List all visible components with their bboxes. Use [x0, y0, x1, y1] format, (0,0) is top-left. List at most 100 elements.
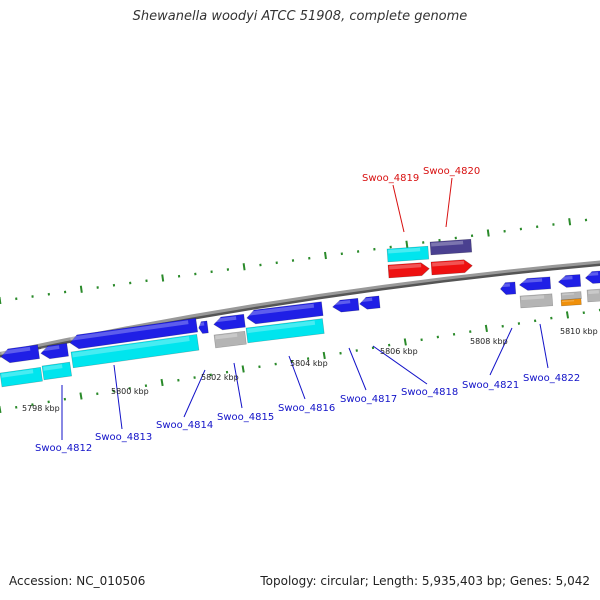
kbp-scale-labels: 5798 kbp 5800 kbp 5802 kbp 5804 kbp 5806 kbp… [22, 327, 598, 413]
outer-tick [79, 285, 83, 293]
inner-tick [355, 349, 358, 352]
leader-line [288, 355, 306, 400]
gene-4813b-blue [69, 317, 199, 350]
gene-4813a-blue [40, 342, 69, 360]
kbp-label: 5804 kbp [290, 359, 328, 368]
inner-tick [371, 346, 375, 350]
gene-4821b-blue [518, 276, 552, 291]
outer-tick [389, 245, 392, 249]
leader-line [113, 364, 123, 430]
outer-tick [454, 236, 457, 240]
outer-tick [177, 274, 181, 278]
kbp-label: 5806 kbp [380, 347, 418, 356]
inner-tick [160, 378, 164, 387]
gene-label[interactable]: Swoo_4820 [423, 166, 480, 177]
cog-4819-cyan-highlight [388, 247, 421, 254]
outer-tick [308, 256, 311, 260]
gene-4817-blue [332, 297, 360, 313]
inner-tick [452, 332, 456, 336]
inner-tick [128, 387, 131, 390]
cog-4816-cyan [245, 318, 325, 344]
cog-4812-cyan [0, 366, 43, 388]
outer-tick [15, 297, 18, 301]
gene-label[interactable]: Swoo_4822 [523, 373, 580, 384]
outer-tick [470, 234, 474, 238]
outer-tick [568, 218, 572, 226]
leader-line [539, 323, 549, 369]
outer-tick [405, 240, 409, 248]
gene-label[interactable]: Swoo_4816 [278, 403, 335, 414]
gene-features [0, 238, 600, 388]
gene-label[interactable]: Swoo_4814 [156, 420, 213, 431]
outer-tick-track [0, 218, 588, 305]
outer-tick [536, 225, 539, 229]
cog-4822a-gray [560, 291, 582, 301]
kbp-label: 5810 kbp [560, 327, 598, 336]
gene-4813b-blue-highlight [70, 320, 189, 341]
inner-tick [79, 392, 83, 400]
inner-tick [15, 405, 18, 409]
cog-4821-gray-highlight [521, 295, 545, 301]
gene-4817-blue-highlight [333, 300, 351, 306]
map-title: Shewanella woodyi ATCC 51908, complete g… [132, 9, 468, 24]
outer-tick [63, 290, 67, 294]
outer-tick [0, 296, 2, 305]
inner-tick [225, 370, 229, 374]
gene-4813a-blue-highlight [41, 345, 60, 352]
gene-label[interactable]: Swoo_4821 [462, 380, 519, 391]
inner-tick [0, 405, 2, 414]
outer-tick [275, 261, 278, 265]
outer-tick [194, 272, 197, 276]
outer-tick [242, 263, 246, 271]
inner-tick [533, 319, 537, 323]
gene-label[interactable]: Swoo_4813 [95, 432, 152, 443]
cog-4819-cyan [386, 245, 430, 263]
inner-tick [582, 311, 585, 315]
gene-4822b-blue-highlight [586, 272, 599, 277]
accession-text: Accession: NC_010506 [9, 574, 146, 588]
leader-line [183, 369, 206, 418]
inner-tick [31, 403, 34, 406]
inner-tick [177, 378, 180, 382]
gene-label[interactable]: Swoo_4817 [340, 394, 397, 405]
outer-tick [226, 268, 230, 271]
gene-4821a-blue [500, 281, 517, 295]
inner-tick [550, 316, 553, 320]
gene-4819-red [387, 262, 430, 279]
gene-label[interactable]: Swoo_4812 [35, 443, 92, 454]
inner-tick [193, 376, 196, 379]
outer-tick [112, 283, 116, 287]
leader-line [233, 362, 243, 409]
outer-tick [584, 218, 588, 222]
cog-4813b-cyan [70, 333, 200, 369]
inner-tick [469, 330, 472, 333]
cog-4815-gray [213, 330, 247, 349]
gene-4821a-blue-highlight [501, 283, 511, 288]
gene-label[interactable]: Swoo_4819 [362, 173, 419, 184]
gene-4816-blue-highlight [247, 303, 315, 316]
inner-tick [339, 351, 342, 355]
gene-label[interactable]: Swoo_4818 [401, 387, 458, 398]
outer-tick [552, 223, 555, 226]
gene-label[interactable]: Swoo_4815 [217, 412, 274, 423]
gene-4812-blue-highlight [1, 346, 31, 355]
leader-line [445, 177, 453, 228]
outer-tick [438, 238, 441, 242]
inner-tick [209, 373, 212, 377]
gene-4820-red [430, 259, 473, 276]
outer-tick [145, 279, 148, 283]
inner-tick [63, 397, 67, 401]
gene-4814-blue-highlight [199, 322, 205, 327]
leader-line [489, 327, 513, 376]
kbp-label: 5798 kbp [22, 404, 60, 413]
inner-tick [144, 384, 148, 388]
cog-4820-navy [429, 238, 473, 256]
inner-tick [241, 365, 245, 373]
gene-4818-blue [359, 295, 381, 310]
inner-tick-track [0, 308, 600, 414]
gene-4814-blue [198, 320, 209, 334]
gene-4820-red-highlight [432, 260, 465, 267]
cog-4821-gray [519, 293, 554, 309]
label-leader-lines [61, 177, 549, 440]
